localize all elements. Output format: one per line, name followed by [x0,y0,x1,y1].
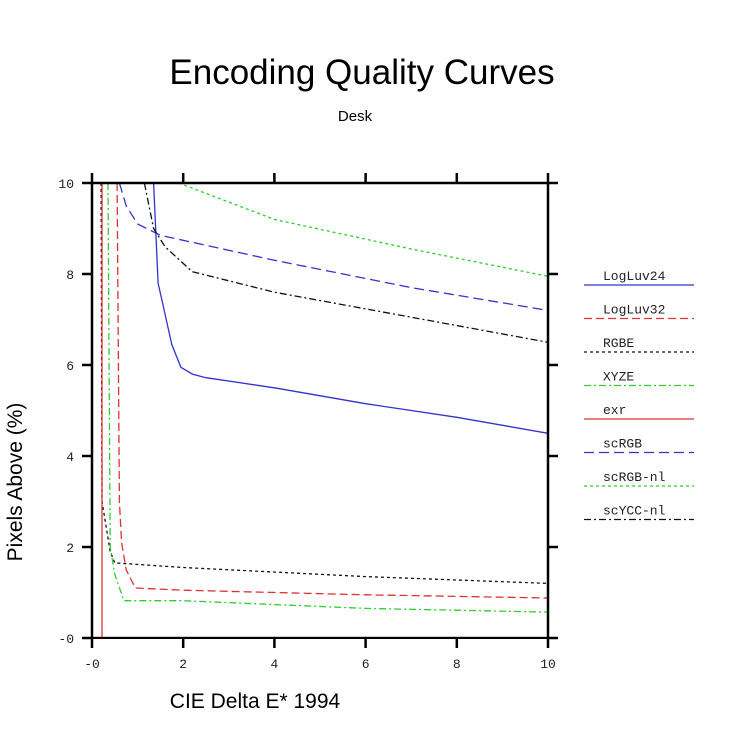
legend-label: LogLuv32 [603,303,665,318]
chart-title: Encoding Quality Curves [169,53,554,92]
legend-item-xyze: XYZE [584,370,694,387]
legend-label: XYZE [603,370,634,385]
legend-label: exr [603,403,626,418]
series-line-logluv24 [152,183,548,434]
y-tick-label: -0 [58,632,74,647]
axes-layer [84,181,556,639]
series-line-scrgb-nl [178,183,548,277]
legend-item-logluv24: LogLuv24 [584,269,694,286]
ticks-layer: -0 2 4 6 8 10 -0 2 4 6 8 10 [58,173,558,672]
series-layer [92,183,548,638]
legend-item-scycc-nl: scYCC-nl [584,504,694,521]
legend-item-logluv32: LogLuv32 [584,303,694,320]
legend: LogLuv24 LogLuv32 RGBE XYZE exr scRGB scRGB-nl… [584,269,694,521]
x-axis-label: CIE Delta E* 1994 [170,690,341,713]
series-line-exr [101,183,548,638]
legend-label: scYCC-nl [603,504,666,519]
legend-label: scRGB-nl [603,470,666,485]
y-tick-label: 4 [66,450,74,465]
legend-item-scrgb: scRGB [584,437,694,454]
y-axis-label: Pixels Above (%) [4,403,27,562]
x-tick-label: 6 [362,657,370,672]
y-tick-label: 2 [66,541,74,556]
legend-item-rgbe: RGBE [584,336,694,353]
legend-label: RGBE [603,336,634,351]
x-tick-label: 2 [179,657,187,672]
legend-label: LogLuv24 [603,269,666,284]
series-line-scrgb [118,183,548,312]
y-tick-label: 10 [58,177,74,192]
series-line-rgbe [100,183,548,585]
x-tick-label: -0 [84,657,100,672]
series-line-xyze [107,183,548,613]
x-tick-label: 10 [540,657,556,672]
legend-item-exr: exr [584,403,694,420]
x-tick-label: 4 [270,657,278,672]
y-tick-label: 8 [66,268,74,283]
chart-subtitle: Desk [338,108,373,125]
legend-item-scrgb-nl: scRGB-nl [584,470,694,487]
x-tick-label: 8 [453,657,461,672]
series-line-scycc-nl [143,183,548,343]
series-line-logluv32 [116,183,548,599]
legend-label: scRGB [603,437,642,452]
y-tick-label: 6 [66,359,74,374]
